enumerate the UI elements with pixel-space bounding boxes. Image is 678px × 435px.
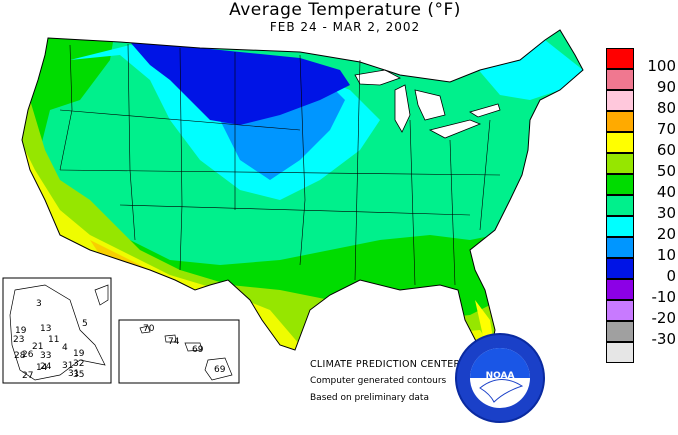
band-0 (130, 42, 350, 125)
legend-label: 90 (656, 78, 676, 96)
credits: CLIMATE PREDICTION CENTER, NOAA Computer… (310, 356, 496, 407)
hawaii-value: 74 (168, 337, 180, 347)
us-outline (21, 29, 584, 356)
alaska-value: 3 (36, 299, 42, 309)
hawaii-value: 69 (192, 345, 204, 355)
alaska-value: 28 (14, 351, 26, 361)
alaska-value: 11 (48, 335, 59, 345)
credit-center: CLIMATE PREDICTION CENTER, NOAA (310, 359, 496, 370)
legend-label: -20 (651, 309, 677, 327)
legend-label: 100 (647, 57, 676, 75)
legend-swatch (606, 111, 634, 132)
legend-label: 10 (656, 246, 676, 264)
alaska-value: 35 (73, 370, 84, 380)
alaska-value: 21 (32, 342, 43, 352)
alaska-inset (2, 277, 112, 384)
alaska-value: 5 (82, 319, 88, 329)
legend-label: -10 (651, 288, 677, 306)
alaska-value: 31 (62, 361, 73, 371)
legend-swatch (606, 69, 634, 90)
hawaii-value: 70 (143, 324, 155, 334)
legend-label: 80 (656, 99, 676, 117)
legend-label: 40 (656, 183, 676, 201)
legend-label: 0 (666, 267, 676, 285)
alaska-value: 26 (22, 350, 34, 360)
legend-swatch (606, 258, 634, 279)
legend-swatch (606, 48, 634, 69)
legend-swatch (606, 195, 634, 216)
state-borders (59, 43, 501, 286)
hawaii-values: 70 74 69 69 (143, 324, 226, 375)
alaska-value: 19 (73, 349, 85, 359)
noaa-logo-icon: NOAA (455, 333, 545, 423)
legend-swatch (606, 90, 634, 111)
alaska-value: 32 (73, 359, 84, 369)
alaska-value: 24 (40, 362, 52, 372)
legend-label: 50 (656, 162, 676, 180)
alaska-value: 4 (62, 343, 68, 353)
credit-contours: Computer generated contours (310, 376, 447, 386)
alaska-value: 27 (22, 371, 33, 381)
noaa-logo-text: NOAA (486, 371, 515, 381)
legend-label: 70 (656, 120, 676, 138)
hawaii-value: 69 (214, 365, 226, 375)
legend-swatch (606, 132, 634, 153)
hawaii-inset (118, 319, 240, 384)
legend-swatch (606, 216, 634, 237)
legend-label: 30 (656, 204, 676, 222)
map-title: Average Temperature (°F) (229, 0, 461, 20)
legend-swatch (606, 237, 634, 258)
alaska-value: 23 (13, 335, 24, 345)
legend-swatch (606, 279, 634, 300)
alaska-value: 14 (36, 363, 48, 373)
credit-preliminary: Based on preliminary data (310, 393, 429, 403)
legend-swatch (606, 300, 634, 321)
legend-swatch (606, 174, 634, 195)
legend-label: 60 (656, 141, 676, 159)
legend-swatch (606, 342, 634, 363)
great-lakes (354, 69, 501, 139)
legend-label: -30 (651, 330, 677, 348)
alaska-value: 13 (40, 324, 51, 334)
alaska-value: 33 (40, 351, 51, 361)
legend-swatch (606, 153, 634, 174)
date-range: FEB 24 - MAR 2, 2002 (269, 20, 421, 34)
alaska-value: 31 (68, 369, 79, 379)
legend-label: 20 (656, 225, 676, 243)
legend-swatch (606, 321, 634, 342)
alaska-value: 19 (15, 326, 27, 336)
